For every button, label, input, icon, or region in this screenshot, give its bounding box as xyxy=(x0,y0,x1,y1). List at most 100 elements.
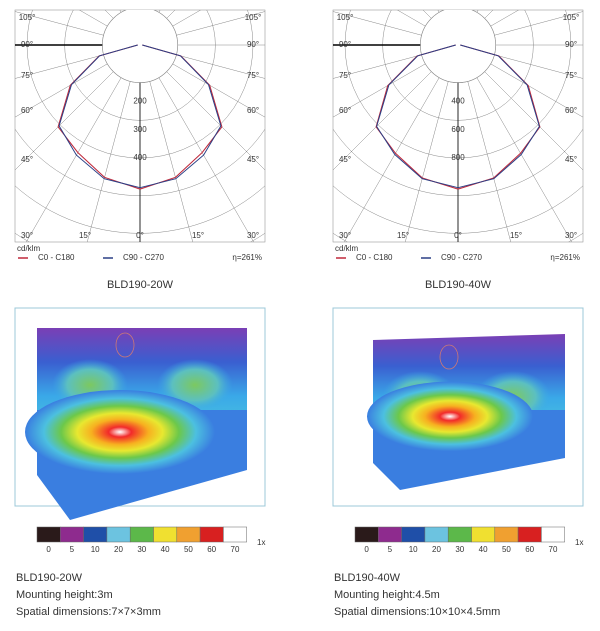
polar-spoke xyxy=(343,77,440,242)
scale-label: 0 xyxy=(364,545,369,554)
polar-spoke xyxy=(172,63,265,118)
polar-spoke xyxy=(36,0,130,9)
polar-spoke xyxy=(467,81,512,242)
scale-swatch xyxy=(199,526,224,543)
angle-label: 75° xyxy=(247,71,259,80)
scale-label: 10 xyxy=(409,545,418,554)
caption-line: Mounting height:3m xyxy=(16,589,113,601)
scale-swatch xyxy=(471,526,496,543)
polar-spoke xyxy=(86,81,131,242)
polar-spoke xyxy=(490,63,583,118)
scale-swatch xyxy=(494,526,519,543)
scale-label: 60 xyxy=(207,545,216,554)
angle-label: 15° xyxy=(192,231,204,240)
scale-swatch xyxy=(129,526,154,543)
ring-label: 200 xyxy=(133,97,147,106)
caption-line: Spatial dimensions:10×10×4.5mm xyxy=(334,606,500,618)
legend-label: C0 - C180 xyxy=(38,253,75,262)
caption-line: Spatial dimensions:7×7×3mm xyxy=(16,606,161,618)
angle-label: 105° xyxy=(19,13,36,22)
scale-label: 40 xyxy=(161,545,170,554)
scale-label: 20 xyxy=(114,545,123,554)
caption-line: Mounting height:4.5m xyxy=(334,589,440,601)
scale-swatch xyxy=(424,526,449,543)
polar-spoke xyxy=(15,54,104,79)
heatmap-hotspot xyxy=(367,381,533,452)
angle-label: 105° xyxy=(337,13,354,22)
angle-label: 75° xyxy=(21,71,33,80)
legend-label: C0 - C180 xyxy=(356,253,393,262)
polar-spoke xyxy=(484,71,583,171)
angle-label: 45° xyxy=(565,155,577,164)
angle-label: 60° xyxy=(339,106,351,115)
angle-label: 0° xyxy=(136,231,144,240)
polar-spoke xyxy=(333,63,426,118)
scale-swatch xyxy=(223,526,247,543)
polar-spoke xyxy=(15,63,108,118)
scale-label: 30 xyxy=(455,545,464,554)
polar-spoke xyxy=(404,81,449,242)
center-circle xyxy=(102,10,178,83)
scale-label: 5 xyxy=(70,545,75,554)
intensity-curve xyxy=(457,44,540,189)
ring-label: 300 xyxy=(133,125,147,134)
polar-spoke xyxy=(150,0,244,9)
scale-unit: 1x xyxy=(257,538,265,547)
scale-label: 70 xyxy=(549,545,558,554)
scale-swatch xyxy=(36,526,61,543)
ring-label: 400 xyxy=(133,153,147,162)
angle-label: 60° xyxy=(565,106,577,115)
intensity-curve xyxy=(376,44,459,189)
ring-label: 800 xyxy=(451,153,465,162)
scale-swatch xyxy=(354,526,379,543)
scale-swatch xyxy=(378,526,402,543)
panel-title: BLD190-40W xyxy=(425,279,492,291)
polar-spoke xyxy=(15,11,104,36)
angle-label: 30° xyxy=(247,231,259,240)
angle-label: 45° xyxy=(339,155,351,164)
scale-swatch xyxy=(447,526,472,543)
polar-spoke xyxy=(25,77,122,242)
polar-spoke xyxy=(176,11,265,36)
angle-label: 90° xyxy=(339,40,351,49)
angle-label: 90° xyxy=(565,40,577,49)
intensity-curve xyxy=(139,44,222,189)
polar-spoke xyxy=(176,54,265,79)
angle-label: 30° xyxy=(339,231,351,240)
angle-label: 30° xyxy=(565,231,577,240)
scale-label: 40 xyxy=(479,545,488,554)
scale-label: 10 xyxy=(91,545,100,554)
angle-label: 15° xyxy=(79,231,91,240)
scale-label: 5 xyxy=(388,545,393,554)
polar-spoke xyxy=(354,0,448,9)
scale-swatch xyxy=(401,526,426,543)
luminaire xyxy=(439,344,459,370)
scale-label: 70 xyxy=(231,545,240,554)
scale-label: 50 xyxy=(184,545,193,554)
polar-spoke xyxy=(333,54,422,79)
caption-line: BLD190-20W xyxy=(16,572,83,584)
angle-label: 105° xyxy=(563,13,580,22)
angle-label: 45° xyxy=(21,155,33,164)
angle-label: 0° xyxy=(454,231,462,240)
polar-spoke xyxy=(166,71,265,171)
scale-label: 60 xyxy=(525,545,534,554)
scale-label: 20 xyxy=(432,545,441,554)
scale-label: 0 xyxy=(46,545,51,554)
polar-spoke xyxy=(494,11,583,36)
scale-label: 30 xyxy=(137,545,146,554)
polar-spoke xyxy=(15,71,114,171)
scale-label: 50 xyxy=(502,545,511,554)
scale-swatch xyxy=(176,526,201,543)
ring-label: 600 xyxy=(451,125,465,134)
unit-label: cd/klm xyxy=(335,244,358,253)
heatmap-glow xyxy=(157,359,233,411)
polar-spoke xyxy=(158,77,255,242)
scale-unit: 1x xyxy=(575,538,583,547)
unit-label: cd/klm xyxy=(17,244,40,253)
polar-spoke xyxy=(333,71,432,171)
angle-label: 105° xyxy=(245,13,262,22)
angle-label: 15° xyxy=(397,231,409,240)
ring-label: 400 xyxy=(451,97,465,106)
